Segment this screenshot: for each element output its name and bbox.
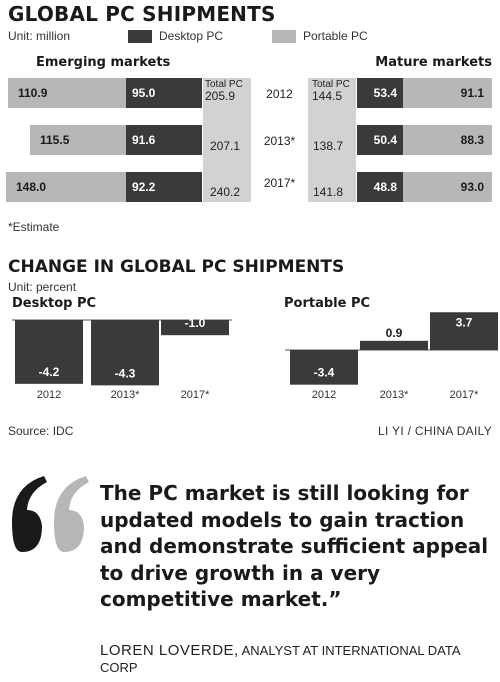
quote-mark-icon: [12, 476, 89, 552]
change-value-label: 3.7: [456, 315, 473, 329]
change-unit-label: Unit: percent: [8, 280, 77, 294]
change-category-label: 2012: [312, 389, 336, 401]
portable-change-chart: -3.4 2012 0.9 2013* 3.7 2017*: [285, 312, 498, 401]
mature-portable-bar: 91.1: [403, 78, 492, 108]
change-bar: [15, 320, 83, 384]
change-bar: [161, 320, 229, 336]
total-pc-label: Total PC: [205, 79, 243, 90]
emerging-desktop-bar: 95.0: [126, 78, 202, 108]
legend-label-desktop: Desktop PC: [159, 29, 224, 43]
estimate-note: *Estimate: [8, 220, 60, 234]
emerging-portable-bar: 148.0: [6, 172, 126, 202]
mature-total-strip: [308, 78, 356, 202]
desktop-chart-title: Desktop PC: [12, 296, 97, 311]
change-value-label: -4.3: [115, 366, 136, 380]
emerging-total-value: 207.1: [210, 139, 241, 153]
credit-label: LI YI / CHINA DAILY: [378, 424, 492, 438]
change-category-label: 2013*: [380, 389, 409, 401]
mature-desktop-bar: 50.4: [357, 125, 403, 155]
desktop-change-chart: -4.2 2012 -4.3 2013* -1.0 2017*: [12, 316, 232, 401]
change-value-label: -3.4: [314, 366, 335, 380]
legend-swatch-portable: [272, 30, 296, 43]
group-label-mature: Mature markets: [375, 55, 492, 70]
change-bar: [360, 340, 428, 350]
quote-text: The PC market is still looking for updat…: [100, 481, 489, 611]
change-title: CHANGE IN GLOBAL PC SHIPMENTS: [8, 257, 345, 277]
emerging-portable-bar: 115.5: [30, 125, 126, 155]
mature-portable-bar: 88.3: [403, 125, 492, 155]
mature-desktop-bar: 48.8: [357, 172, 403, 202]
legend-swatch-desktop: [128, 30, 152, 43]
total-pc-label: Total PC: [312, 79, 350, 90]
mature-portable-bar: 93.0: [403, 172, 492, 202]
change-value-label: -1.0: [185, 316, 206, 330]
emerging-desktop-bar: 92.2: [126, 172, 202, 202]
unit-label: Unit: million: [8, 29, 71, 43]
change-value-label: -4.2: [39, 365, 60, 379]
change-category-label: 2013*: [111, 389, 140, 401]
year-label: 2013*: [263, 134, 296, 148]
author-title: ANALYST AT INTERNATIONAL DATA CORP: [100, 643, 460, 675]
author-name: LOREN LOVERDE,: [100, 642, 239, 659]
source-label: Source: IDC: [8, 424, 74, 438]
change-value-label: 0.9: [386, 326, 403, 340]
change-category-label: 2017*: [450, 389, 479, 401]
mature-total-value: 141.8: [313, 185, 344, 199]
emerging-total-value: 240.2: [210, 185, 241, 199]
change-bar: [290, 350, 358, 385]
mature-total-value: Total PC 144.5: [312, 79, 350, 103]
change-bar: [430, 312, 498, 350]
change-category-label: 2017*: [181, 389, 210, 401]
emerging-total-value: Total PC 205.9: [205, 79, 243, 103]
emerging-total-strip: [203, 78, 251, 202]
year-label: 2012: [266, 87, 293, 101]
legend-label-portable: Portable PC: [303, 29, 368, 43]
chart-title: GLOBAL PC SHIPMENTS: [8, 2, 276, 26]
portable-chart-title: Portable PC: [284, 296, 371, 311]
emerging-portable-bar: 110.9: [8, 78, 126, 108]
change-bar: [91, 320, 159, 386]
year-label: 2017*: [263, 176, 296, 190]
mature-desktop-bar: 53.4: [357, 78, 403, 108]
quote-author: LOREN LOVERDE, ANALYST AT INTERNATIONAL …: [100, 642, 490, 676]
mature-total-value: 138.7: [313, 139, 344, 153]
group-label-emerging: Emerging markets: [36, 55, 171, 70]
change-category-label: 2012: [37, 389, 61, 401]
emerging-desktop-bar: 91.6: [126, 125, 202, 155]
